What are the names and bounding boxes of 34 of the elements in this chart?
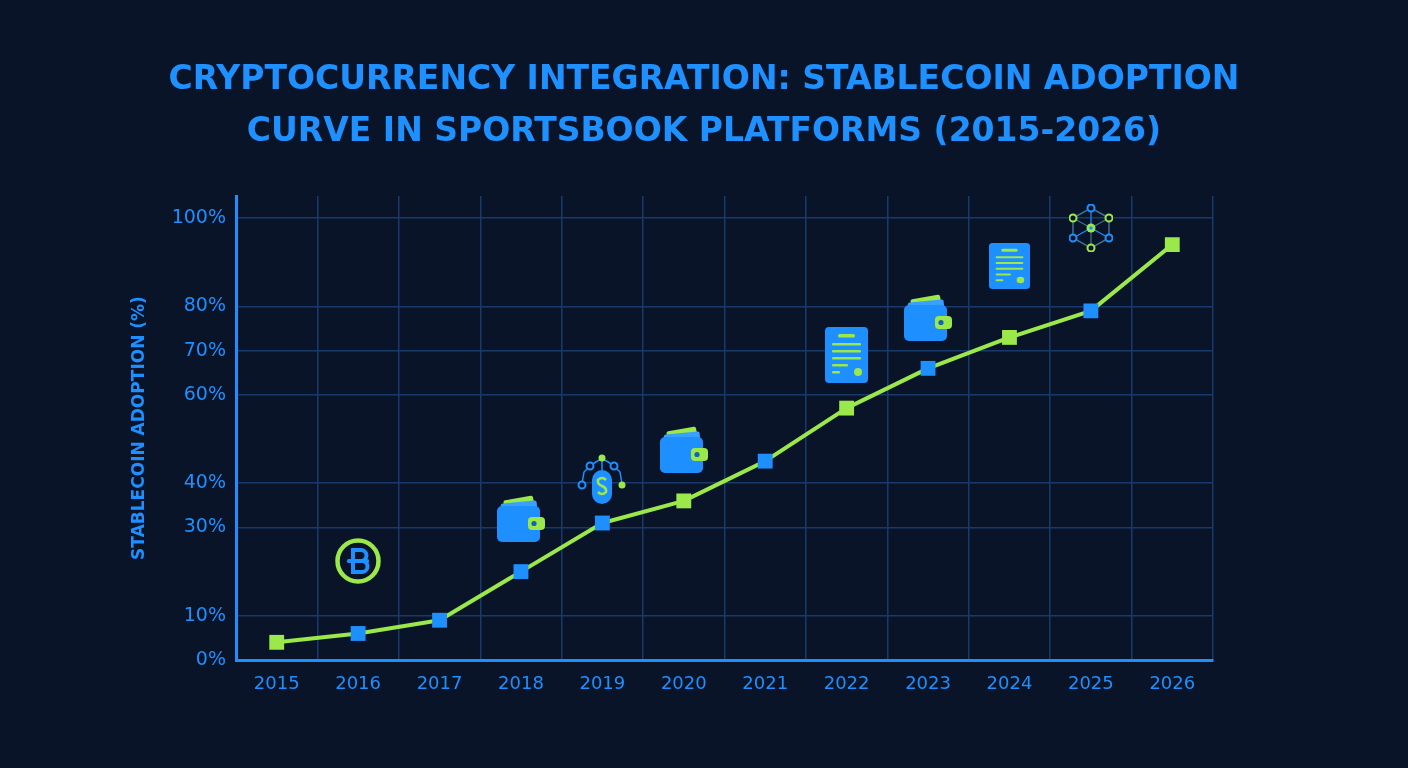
- x-tick-label: 2021: [742, 672, 789, 694]
- x-tick-label: 2018: [498, 672, 544, 694]
- x-tick-label: 2020: [660, 672, 707, 694]
- point: [1083, 303, 1099, 319]
- x-tick-label: 2022: [823, 672, 870, 694]
- y-axis-title: STABLECOIN ADOPTION (%): [127, 296, 148, 560]
- y-tick-label: 40%: [183, 470, 226, 493]
- point: [432, 612, 447, 628]
- point: [513, 564, 529, 580]
- point: [676, 493, 692, 509]
- x-tick-label: 2024: [986, 672, 1033, 694]
- x-tick-label: 2015: [253, 672, 300, 694]
- x-tick-label: 2026: [1149, 672, 1196, 694]
- point: [350, 626, 366, 641]
- point: [594, 515, 610, 531]
- point: [920, 360, 936, 376]
- y-tick-label: 70%: [183, 337, 226, 360]
- y-tick-label: 100%: [171, 205, 226, 228]
- x-tick-label: 2016: [335, 672, 382, 694]
- x-tick-label: 2023: [905, 672, 951, 694]
- x-tick-label: 2019: [579, 672, 626, 694]
- y-tick-label: 30%: [183, 514, 226, 537]
- x-tick-label: 2017: [416, 672, 463, 694]
- x-tick-label: 2025: [1067, 672, 1114, 694]
- point: [1164, 237, 1180, 253]
- point: [839, 400, 855, 416]
- chart-title: CRYPTOCURRENCY INTEGRATION: STABLECOIN ADOPTION CURVE IN SPORTSBOOK PLATFORMS (2015-2026): [167, 57, 1241, 151]
- point: [269, 634, 285, 650]
- y-tick-label: 60%: [183, 381, 226, 404]
- y-tick-label: 10%: [183, 602, 226, 625]
- y-tick-label: 0%: [195, 646, 226, 669]
- y-tick-label: 80%: [183, 293, 226, 316]
- point: [1002, 329, 1017, 345]
- point: [757, 453, 773, 469]
